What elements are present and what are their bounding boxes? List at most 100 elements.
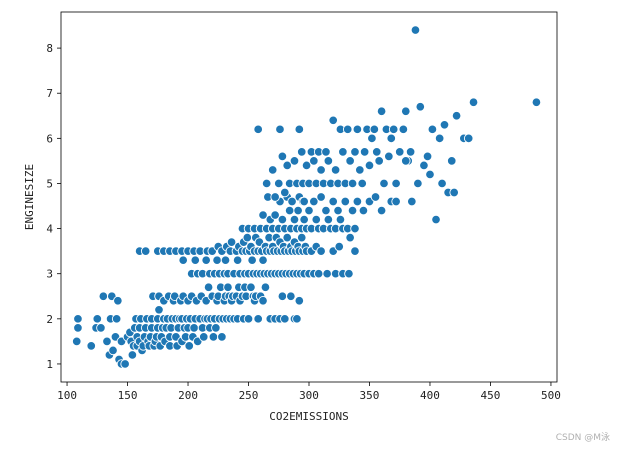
data-point — [267, 165, 278, 175]
x-tick-label: 250 — [239, 389, 259, 402]
data-point — [419, 160, 429, 171]
y-tick-label: 6 — [46, 132, 53, 145]
data-point — [96, 323, 106, 333]
data-point — [270, 192, 280, 202]
data-point — [258, 255, 268, 265]
data-point — [140, 246, 151, 256]
data-point — [289, 156, 300, 166]
data-point — [208, 332, 219, 342]
data-point — [401, 156, 411, 166]
y-tick-label: 4 — [46, 223, 53, 236]
data-point — [92, 314, 103, 324]
data-point — [282, 160, 292, 171]
data-point — [369, 124, 380, 135]
data-point — [275, 124, 285, 135]
data-point — [321, 205, 331, 216]
y-tick-label: 2 — [46, 313, 53, 326]
data-point — [217, 332, 227, 342]
data-point — [178, 255, 188, 265]
data-point — [277, 214, 288, 225]
data-point — [357, 178, 367, 189]
data-point — [292, 314, 302, 324]
data-point — [154, 305, 164, 315]
data-point — [388, 124, 399, 135]
data-point — [293, 205, 303, 216]
data-point — [391, 196, 401, 207]
data-point — [212, 255, 222, 265]
y-tick-label: 7 — [46, 87, 53, 100]
x-tick-label: 450 — [481, 389, 501, 402]
data-point — [296, 147, 307, 157]
data-point — [253, 314, 263, 324]
y-ticks: 1 2 3 4 5 6 7 8 — [46, 42, 61, 371]
data-point — [311, 214, 322, 225]
y-tick-label: 1 — [46, 358, 53, 371]
data-point — [342, 124, 353, 135]
data-point — [352, 196, 363, 207]
y-axis-label: ENGINESIZE — [23, 164, 36, 230]
data-point — [386, 133, 397, 144]
points-layer — [71, 25, 542, 369]
data-point — [330, 165, 341, 175]
data-point — [316, 192, 326, 202]
data-point — [359, 147, 370, 157]
data-point — [242, 232, 253, 243]
data-point — [261, 178, 272, 189]
x-axis-label: CO2EMISSIONS — [269, 410, 348, 423]
data-point — [258, 210, 268, 220]
data-point — [405, 147, 416, 157]
data-point — [223, 282, 233, 292]
data-point — [190, 255, 201, 265]
data-point — [350, 223, 360, 234]
data-point — [398, 124, 409, 135]
data-point — [345, 232, 355, 243]
data-point — [451, 111, 462, 121]
data-point — [316, 165, 326, 175]
x-tick-label: 300 — [299, 389, 319, 402]
data-point — [394, 147, 405, 157]
data-point — [258, 296, 268, 306]
data-point — [102, 336, 112, 347]
data-point — [531, 97, 542, 107]
data-point — [71, 336, 82, 347]
data-point — [367, 133, 377, 144]
x-tick-label: 200 — [178, 389, 198, 402]
data-point — [120, 359, 130, 369]
y-tick-label: 5 — [46, 177, 53, 190]
data-point — [98, 291, 109, 302]
y-tick-label: 3 — [46, 268, 53, 281]
data-point — [73, 314, 83, 324]
watermark: CSDN @M泳 — [555, 433, 610, 443]
data-point — [350, 147, 360, 157]
data-point — [345, 156, 355, 166]
data-point — [287, 196, 297, 207]
data-point — [220, 255, 231, 265]
data-point — [232, 255, 243, 265]
data-point — [322, 268, 332, 279]
data-point — [422, 151, 433, 162]
data-point — [282, 232, 292, 243]
data-point — [347, 178, 358, 189]
x-tick-label: 150 — [118, 389, 138, 402]
data-point — [309, 156, 319, 166]
data-point — [347, 205, 358, 216]
data-point — [270, 210, 280, 220]
data-point — [253, 124, 263, 135]
x-tick-label: 500 — [541, 389, 561, 402]
x-ticks: 100 150 200 250 300 350 400 450 500 — [57, 382, 561, 402]
data-point — [280, 314, 290, 324]
data-point — [431, 214, 441, 225]
data-point — [277, 291, 288, 302]
data-point — [113, 296, 123, 306]
data-point — [328, 115, 338, 126]
data-point — [246, 282, 256, 292]
data-point — [391, 178, 401, 189]
data-point — [286, 291, 296, 302]
data-point — [372, 147, 382, 157]
data-point — [284, 205, 295, 216]
data-point — [274, 178, 284, 189]
data-point — [189, 323, 199, 333]
data-point — [111, 314, 122, 324]
data-point — [328, 196, 338, 207]
